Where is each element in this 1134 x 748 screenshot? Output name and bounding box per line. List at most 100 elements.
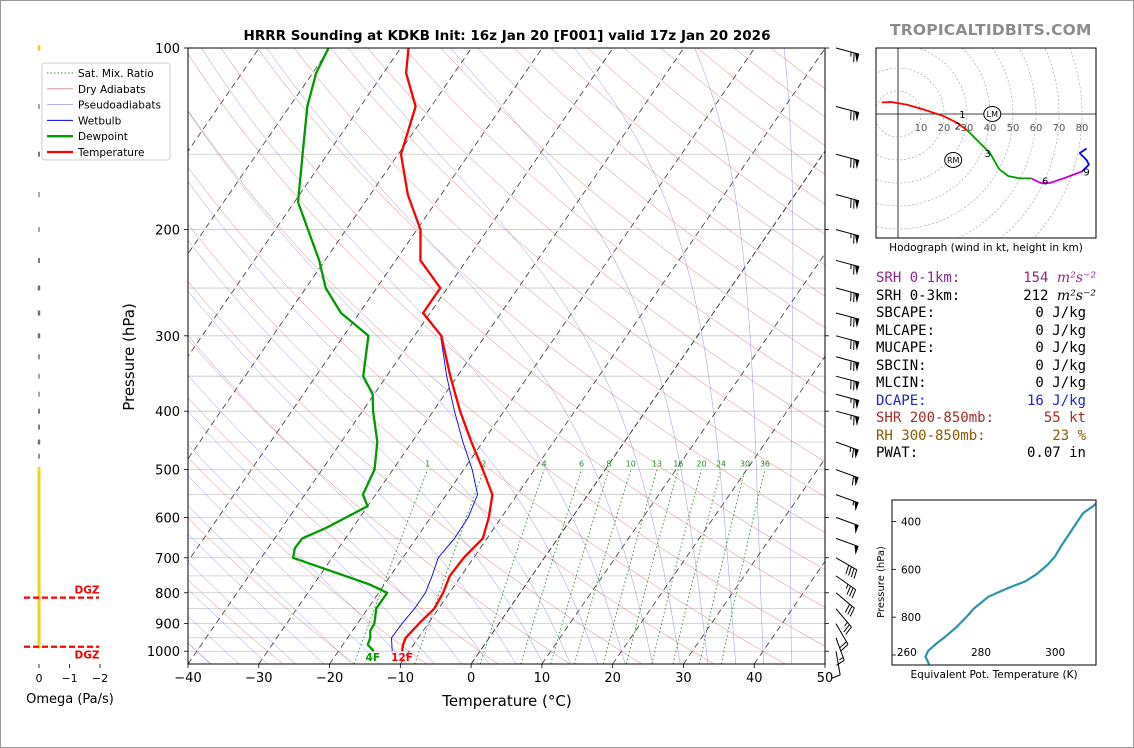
wind-barb	[835, 410, 860, 427]
pseudoadiabat-line	[188, 410, 435, 664]
storm-motion-label: RM	[947, 156, 960, 165]
skewt-traces: 12F 4F	[291, 48, 494, 664]
skewt-plot-frame	[187, 47, 826, 665]
omega-dgz-bar	[37, 469, 41, 475]
dry-adiabat-line	[294, 48, 825, 498]
hodograph-ring	[1033, 48, 1083, 238]
wind-barb	[835, 356, 860, 372]
hodograph-traces: 12 3 6 9 LM RM	[881, 101, 1090, 188]
pseudoadiabat-line	[188, 444, 408, 664]
index-label: DCAPE:	[876, 392, 927, 409]
index-row: MUCAPE: 0 J/kg	[876, 340, 1106, 358]
omega-bar	[38, 151, 40, 157]
wind-barb	[835, 469, 859, 487]
legend-label: Wetbulb	[78, 115, 122, 127]
index-value: 0 J/kg	[1035, 340, 1086, 356]
y-tick-label: 400	[155, 405, 180, 420]
theta-e-frame	[891, 499, 1097, 666]
mixing-ratio-line	[651, 469, 703, 664]
hodograph-ring	[1000, 48, 1060, 238]
index-value: 16 J/kg	[1026, 392, 1086, 409]
legend-label: Dewpoint	[78, 131, 128, 143]
index-value: 0 J/kg	[1035, 322, 1086, 339]
index-row: SRH 0-3km: 212 m²s⁻²	[876, 288, 1106, 306]
index-label: SRH 0-1km:	[876, 270, 961, 286]
hodograph-frame	[875, 47, 1097, 239]
index-label: SRH 0-3km:	[876, 287, 961, 304]
omega-bar	[37, 310, 41, 316]
wind-barb	[835, 194, 860, 210]
pseudoadiabat-line	[188, 505, 352, 664]
theta-e-y-tick-label: 400	[901, 517, 921, 529]
hodograph-ring	[876, 90, 922, 138]
y-tick-label: 900	[155, 618, 180, 633]
dry-adiabat-line	[188, 53, 825, 608]
pseudoadiabat-line	[188, 290, 517, 664]
wind-barb	[835, 557, 858, 579]
mixing-ratio-line	[479, 469, 545, 664]
hodograph-ring-label: 20	[938, 123, 951, 134]
wind-barb	[835, 637, 845, 666]
isotherm-line	[541, 252, 825, 664]
theta-e-x-tick-label: 300	[1045, 647, 1065, 659]
y-tick-label: 500	[155, 464, 180, 479]
sounding-indices: SRH 0-1km: 154 m²s⁻² SRH 0-3km: 212 m²s⁻² SB…	[876, 270, 1106, 463]
dgz-label: DGZ	[75, 650, 100, 662]
omega-bar	[38, 257, 40, 263]
pseudoadiabat-line	[783, 48, 794, 664]
storm-motion-marker	[944, 152, 963, 168]
wind-barb	[835, 537, 859, 556]
index-value: 55 kt	[1043, 410, 1086, 426]
omega-x-tick-label: −2	[92, 672, 108, 685]
wind-barb	[835, 393, 860, 410]
temperature-trace	[399, 48, 494, 652]
mixing-ratio-line	[574, 469, 632, 664]
mixing-ratio-line	[625, 469, 679, 664]
x-tick-label: −20	[316, 671, 343, 686]
dewpoint-trace	[291, 48, 389, 652]
hodograph-segment	[1030, 170, 1083, 184]
index-row: SBCAPE: 0 J/kg	[876, 305, 1106, 323]
index-row: PWAT: 0.07 in	[876, 445, 1106, 463]
omega-bar	[37, 285, 41, 291]
hodograph-ring-label: 40	[984, 123, 997, 134]
pseudoadiabat-line	[347, 48, 681, 664]
x-tick-label: −30	[245, 671, 272, 686]
dry-adiabat-line	[188, 280, 642, 664]
hodograph-grid: 10 20 30 40 50 60 70 80	[876, 48, 1096, 238]
index-value: 212 m²s⁻²	[1023, 287, 1096, 304]
legend-box	[41, 62, 171, 161]
legend-label: Pseudoadiabats	[78, 100, 161, 112]
mixing-ratio-label: 10	[626, 460, 636, 469]
wind-barb	[835, 375, 860, 392]
legend-label: Dry Adiabats	[78, 84, 146, 96]
hodograph-ring-label: 70	[1053, 123, 1066, 134]
hodograph-height-label: 9	[1083, 168, 1089, 179]
hodograph-ring	[876, 48, 1014, 230]
wind-barb	[835, 259, 860, 276]
index-unit: m²s⁻²	[1056, 287, 1096, 304]
mixing-ratio-label: 20	[696, 460, 706, 469]
omega-bar	[38, 354, 40, 360]
index-value: 0 J/kg	[1035, 357, 1086, 374]
pseudoadiabat-line	[188, 533, 324, 664]
skewt-x-axis-label: Temperature (°C)	[441, 692, 571, 710]
isotherm-line	[612, 355, 825, 664]
theta-e-line	[924, 502, 1096, 665]
pseudoadiabat-line	[188, 335, 490, 664]
index-label: MLCIN:	[876, 375, 927, 391]
mixing-ratio-line	[720, 469, 766, 664]
mixing-ratio-label: 4	[542, 460, 547, 469]
omega-dgz-bar	[37, 477, 41, 483]
skewt-legend: Sat. Mix. Ratio Dry Adiabats Pseudoadiabat…	[41, 62, 171, 161]
index-row: MLCAPE: 0 J/kg	[876, 323, 1106, 341]
x-tick-label: −40	[174, 671, 201, 686]
hodograph-segment	[1078, 147, 1090, 173]
mixing-ratio-label: 1	[425, 460, 430, 469]
skewt-axes: −40 −30 −20 −10 0 10 20 30 40 50 100 200 300 400 500 60…	[147, 42, 833, 686]
mixing-ratio-label: 8	[606, 460, 611, 469]
dry-adiabat-line	[188, 579, 284, 664]
dry-adiabat-line	[404, 48, 825, 394]
omega-bar	[38, 453, 40, 459]
